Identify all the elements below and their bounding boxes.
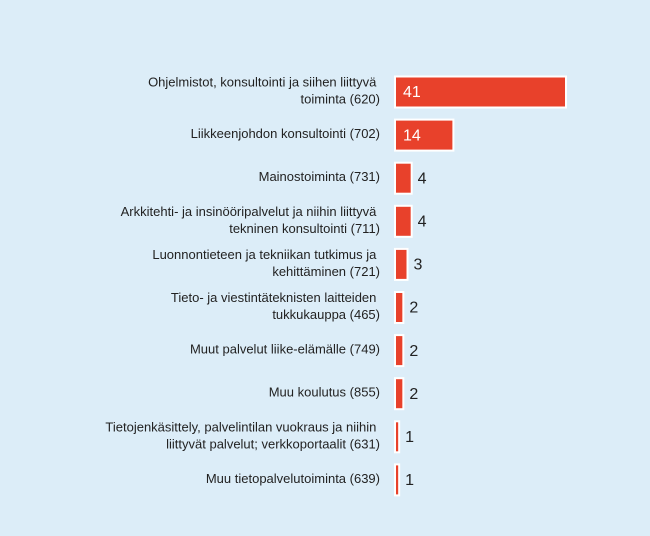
category-label: Mainostoiminta (731): [259, 170, 380, 185]
bar: [394, 161, 413, 195]
category-label-line: Muut palvelut liike-elämälle (749): [190, 342, 380, 357]
value-label: 3: [414, 257, 423, 274]
category-label-line: Mainostoiminta (731): [259, 170, 380, 185]
category-label-line: toiminta (620): [301, 92, 380, 107]
bar: [394, 420, 401, 454]
category-label-line: liittyvät palvelut; verkkoportaalit (631…: [166, 437, 380, 452]
value-label: 14: [403, 127, 421, 144]
category-label: Arkkitehti- ja insinööripalvelut ja niih…: [121, 204, 380, 236]
value-label: 4: [418, 170, 427, 187]
category-label: Tietojenkäsittely, palvelintilan vuokrau…: [105, 420, 380, 452]
value-label: 2: [409, 300, 418, 317]
category-label-line: Tietojenkäsittely, palvelintilan vuokrau…: [105, 420, 380, 435]
category-label-line: Tieto- ja viestintäteknisten laitteiden: [171, 290, 380, 305]
category-label-line: Muu tietopalvelutoiminta (639): [206, 471, 380, 486]
bar: [394, 463, 401, 497]
category-label-line: tukkukauppa (465): [272, 307, 380, 322]
value-label: 2: [409, 386, 418, 403]
bar: [394, 204, 413, 238]
category-label: Muu koulutus (855): [269, 385, 380, 400]
bar: [394, 247, 409, 281]
category-label-line: Muu koulutus (855): [269, 385, 380, 400]
category-label: Ohjelmistot, konsultointi ja siihen liit…: [148, 75, 380, 107]
category-label-line: Arkkitehti- ja insinööripalvelut ja niih…: [121, 204, 380, 219]
category-label: Liikkeenjohdon konsultointi (702): [191, 127, 380, 142]
category-label: Muu tietopalvelutoiminta (639): [206, 471, 380, 486]
category-label: Luonnontieteen ja tekniikan tutkimus ja …: [152, 247, 380, 279]
bar: [394, 377, 405, 411]
value-label: 2: [409, 343, 418, 360]
category-label-line: Liikkeenjohdon konsultointi (702): [191, 127, 380, 142]
bar: [394, 75, 567, 109]
category-label-line: tekninen konsultointi (711): [229, 221, 380, 236]
category-label-line: kehittäminen (721): [272, 264, 380, 279]
category-label: Tieto- ja viestintäteknisten laitteiden …: [171, 290, 380, 322]
category-label-line: Ohjelmistot, konsultointi ja siihen liit…: [148, 75, 380, 90]
bar: [394, 334, 405, 368]
value-label: 41: [403, 84, 421, 101]
value-label: 4: [418, 214, 427, 231]
bar: [394, 291, 405, 324]
value-label: 1: [405, 429, 414, 446]
value-label: 1: [405, 472, 414, 489]
category-label: Muut palvelut liike-elämälle (749): [190, 342, 380, 357]
category-label-line: Luonnontieteen ja tekniikan tutkimus ja: [152, 247, 380, 262]
bar: [394, 118, 455, 152]
